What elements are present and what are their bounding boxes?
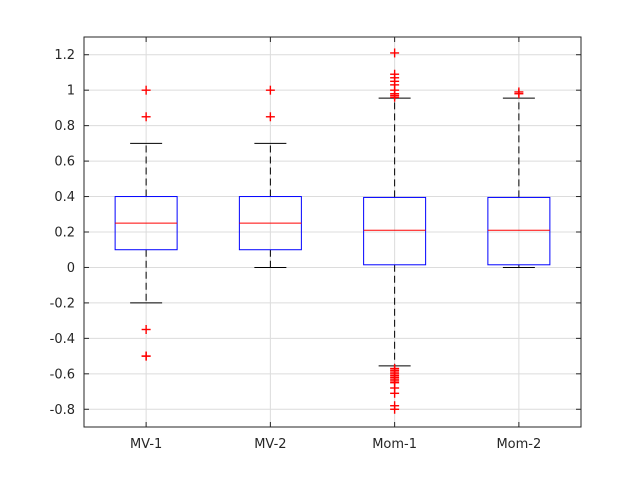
y-tick-label: -0.4: [50, 332, 75, 347]
outlier-marker: [514, 89, 524, 99]
outlier-marker: [141, 351, 151, 361]
outlier-marker: [265, 112, 275, 122]
box-Mom-2: [487, 87, 551, 268]
y-tick-label: 1: [67, 84, 75, 99]
iqr-box: [487, 196, 551, 266]
y-tick-label: 0.6: [54, 155, 75, 170]
outlier-marker: [141, 85, 151, 95]
x-tick-label: MV-2: [254, 437, 286, 452]
iqr-box: [363, 196, 427, 266]
x-tick-label: MV-1: [130, 437, 162, 452]
y-tick-label: 0.8: [54, 119, 75, 134]
outlier-marker: [141, 112, 151, 122]
y-tick-label: -0.2: [50, 296, 75, 311]
box-MV-2: [238, 85, 302, 268]
outlier-marker: [390, 92, 400, 102]
y-tick-label: 0.4: [54, 190, 75, 205]
outlier-marker: [390, 404, 400, 414]
y-tick-label: -0.6: [50, 367, 75, 382]
x-tick-label: Mom-1: [372, 437, 417, 452]
x-tick-label: Mom-2: [496, 437, 541, 452]
box-Mom-1: [363, 48, 427, 414]
grid-lines: [84, 37, 581, 427]
y-tick-label: 0.2: [54, 226, 75, 241]
box-MV-1: [114, 85, 178, 361]
outlier-marker: [390, 388, 400, 398]
axes: -0.8 -0.6 -0.4 -0.2 0 0.2 0.4 0.6 0.8 1 1.2 MV-1 MV-…: [50, 37, 581, 452]
boxes: [114, 48, 551, 414]
outlier-marker: [265, 85, 275, 95]
outlier-marker: [141, 325, 151, 334]
y-tick-label: -0.8: [50, 403, 75, 418]
outlier-marker: [390, 48, 400, 58]
y-tick-label: 1.2: [54, 48, 75, 63]
y-tick-label: 0: [67, 261, 75, 276]
